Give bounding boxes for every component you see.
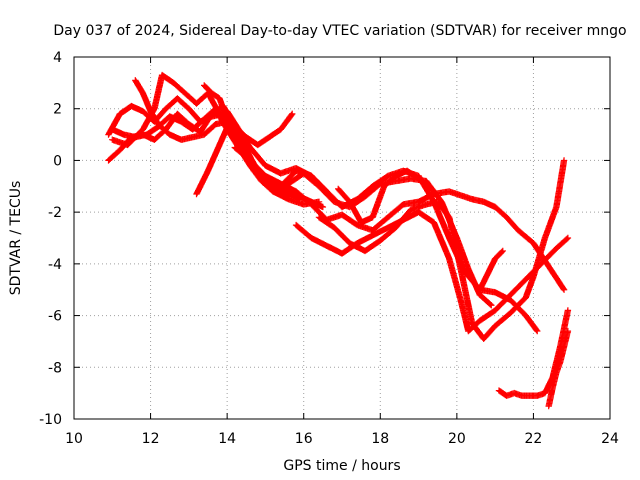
x-tick-label: 10	[65, 431, 83, 447]
y-tick-label: -8	[48, 360, 62, 376]
chart-title: Day 037 of 2024, Sidereal Day-to-day VTE…	[53, 23, 626, 39]
series-15	[545, 327, 572, 410]
series-7	[201, 82, 495, 309]
y-tick-label: -6	[48, 309, 62, 325]
series-11	[315, 157, 568, 342]
series-13-markers	[476, 247, 506, 293]
series-15-markers	[545, 327, 572, 410]
plot-frame	[73, 56, 611, 420]
series-7-markers	[201, 82, 495, 309]
series-12-markers	[335, 167, 422, 226]
x-tick-label: 16	[295, 431, 313, 447]
series-11-markers	[315, 157, 568, 342]
series-6-markers	[193, 115, 327, 211]
axes: 10 12 14 16 18 20 22 24-10-8-6-4-2024	[39, 50, 619, 447]
series-6	[193, 115, 327, 211]
x-tick-label: 18	[371, 431, 389, 447]
x-tick-label: 12	[142, 431, 160, 447]
series-13	[476, 247, 506, 293]
y-axis-label: SDTVAR / TECUs	[8, 181, 24, 296]
x-tick-label: 20	[448, 431, 466, 447]
y-tick-label: 4	[53, 50, 62, 66]
y-tick-label: -2	[48, 205, 62, 221]
y-tick-label: 2	[53, 102, 62, 118]
x-tick-label: 22	[525, 431, 543, 447]
data-marks	[105, 71, 572, 410]
y-tick-label: -10	[39, 412, 62, 428]
series-12	[335, 167, 422, 226]
x-tick-label: 14	[218, 431, 236, 447]
y-tick-label: -4	[48, 257, 62, 273]
x-tick-label: 24	[601, 431, 619, 447]
y-tick-label: 0	[53, 153, 62, 169]
x-axis-label: GPS time / hours	[283, 458, 400, 474]
